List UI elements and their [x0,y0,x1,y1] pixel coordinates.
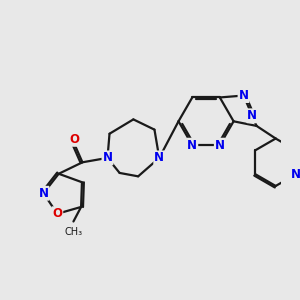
Text: O: O [69,133,79,146]
Text: CH₃: CH₃ [64,227,82,237]
Text: O: O [52,207,62,220]
Text: N: N [38,187,49,200]
Text: N: N [247,109,257,122]
Text: N: N [154,152,164,164]
Text: N: N [215,139,225,152]
Text: N: N [238,89,248,102]
Text: N: N [291,168,300,181]
Text: N: N [103,152,112,164]
Text: N: N [187,139,197,152]
